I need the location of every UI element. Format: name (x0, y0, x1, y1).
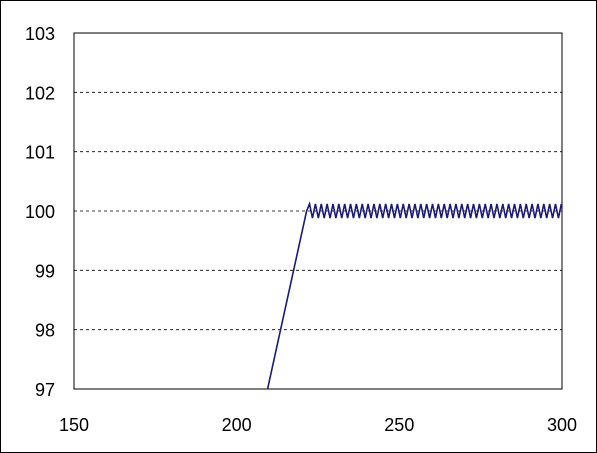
y-tick-label-100: 100 (25, 202, 55, 222)
x-tick-label-250: 250 (384, 415, 414, 435)
x-axis-ticks: 150 200 250 300 (59, 415, 577, 435)
x-tick-label-200: 200 (222, 415, 252, 435)
y-tick-label-97: 97 (35, 380, 55, 400)
y-tick-label-103: 103 (25, 24, 55, 44)
y-axis-ticks: 97 98 99 100 101 102 103 (25, 24, 55, 400)
series-line (266, 201, 563, 390)
y-tick-label-99: 99 (35, 261, 55, 281)
x-tick-label-150: 150 (59, 415, 89, 435)
y-tick-label-98: 98 (35, 321, 55, 341)
y-tick-label-102: 102 (25, 83, 55, 103)
x-tick-label-300: 300 (547, 415, 577, 435)
y-tick-label-101: 101 (25, 143, 55, 163)
